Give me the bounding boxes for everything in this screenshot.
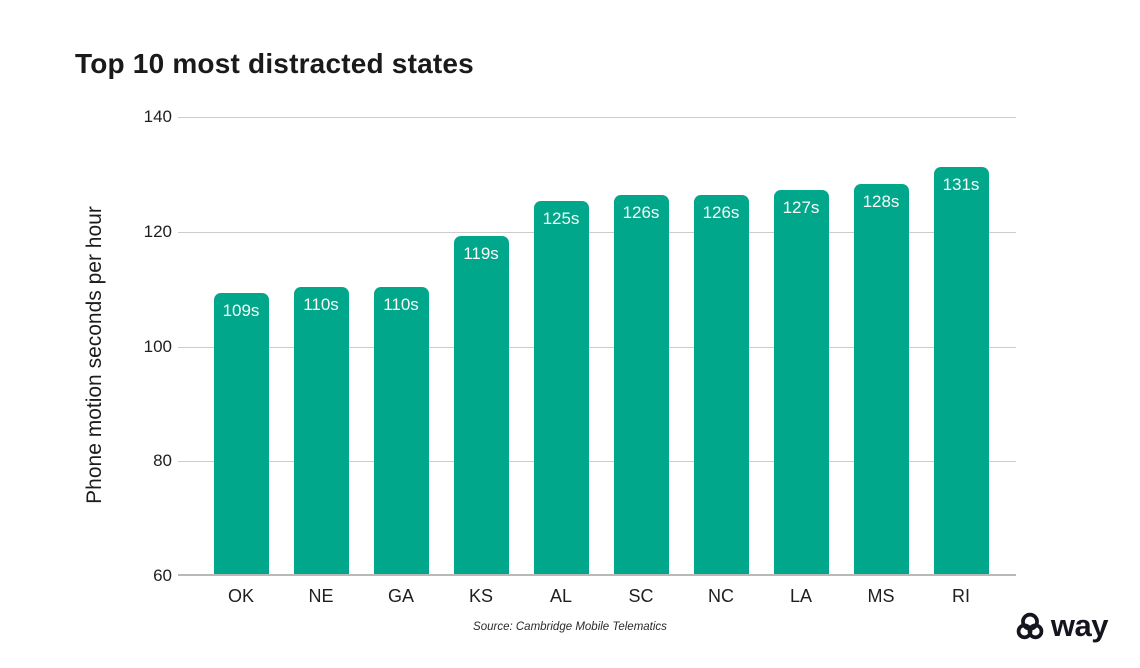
bar-GA: 110s: [373, 287, 429, 574]
bar-value-label: 131s: [942, 174, 980, 194]
bar-NE: 110s: [293, 287, 349, 574]
x-tick-label-SC: SC: [628, 586, 654, 606]
bar-value-label: 126s: [622, 203, 660, 223]
bar-NC: 126s: [693, 195, 749, 574]
x-tick-label-GA: GA: [387, 586, 415, 606]
x-tick-label-MS: MS: [867, 586, 895, 606]
bar-SC: 126s: [613, 195, 669, 574]
x-tick-label-RI: RI: [952, 586, 970, 606]
x-tick-label-KS: KS: [468, 586, 494, 606]
chart-title: Top 10 most distracted states: [75, 48, 474, 79]
gridline: [178, 231, 1016, 233]
y-tick-label: 80: [153, 451, 172, 471]
x-tick-label-AL: AL: [549, 586, 573, 606]
gridline: [178, 346, 1016, 348]
bar-OK: 109s: [213, 292, 269, 574]
y-tick-label: 120: [143, 221, 172, 241]
x-tick-label-LA: LA: [789, 586, 813, 606]
y-tick-label: 100: [143, 336, 172, 356]
bar-MS: 128s: [853, 183, 909, 574]
y-tick-label: 140: [143, 107, 172, 126]
bar-value-label: 110s: [383, 295, 419, 315]
x-tick-label-NC: NC: [708, 586, 734, 606]
y-tick-label: 60: [153, 566, 172, 585]
y-axis-ticks: 140 120 100 80 60: [95, 107, 172, 585]
way-rings-icon: [1015, 612, 1045, 641]
bar-value-label: 127s: [782, 197, 820, 217]
bar-value-label: 126s: [702, 203, 740, 223]
bar-value-label: 109s: [222, 300, 260, 320]
bar-AL: 125s: [533, 201, 589, 574]
source-note: Source: Cambridge Mobile Telematics: [473, 621, 667, 633]
gridline: [178, 117, 1016, 118]
bar-value-label: 128s: [862, 191, 900, 211]
plot-area: 109s 110s 110s 119s 125s 126s 126s 127s 128s 131s: [178, 117, 1016, 576]
brand-name: way: [1050, 608, 1109, 643]
bar-KS: 119s: [453, 235, 509, 574]
x-tick-label-NE: NE: [308, 586, 334, 606]
x-tick-label-OK: OK: [227, 586, 255, 606]
bar-value-label: 125s: [542, 209, 580, 229]
bar-LA: 127s: [773, 189, 829, 574]
gridline: [178, 461, 1016, 463]
bar-value-label: 119s: [463, 243, 499, 263]
bar-RI: 131s: [933, 166, 989, 574]
x-axis-baseline: [178, 574, 1016, 576]
bar-value-label: 110s: [303, 295, 339, 315]
brand-logo: way: [1015, 606, 1109, 646]
x-axis-labels: OK NE GA KS AL SC NC LA MS RI: [178, 584, 1016, 610]
